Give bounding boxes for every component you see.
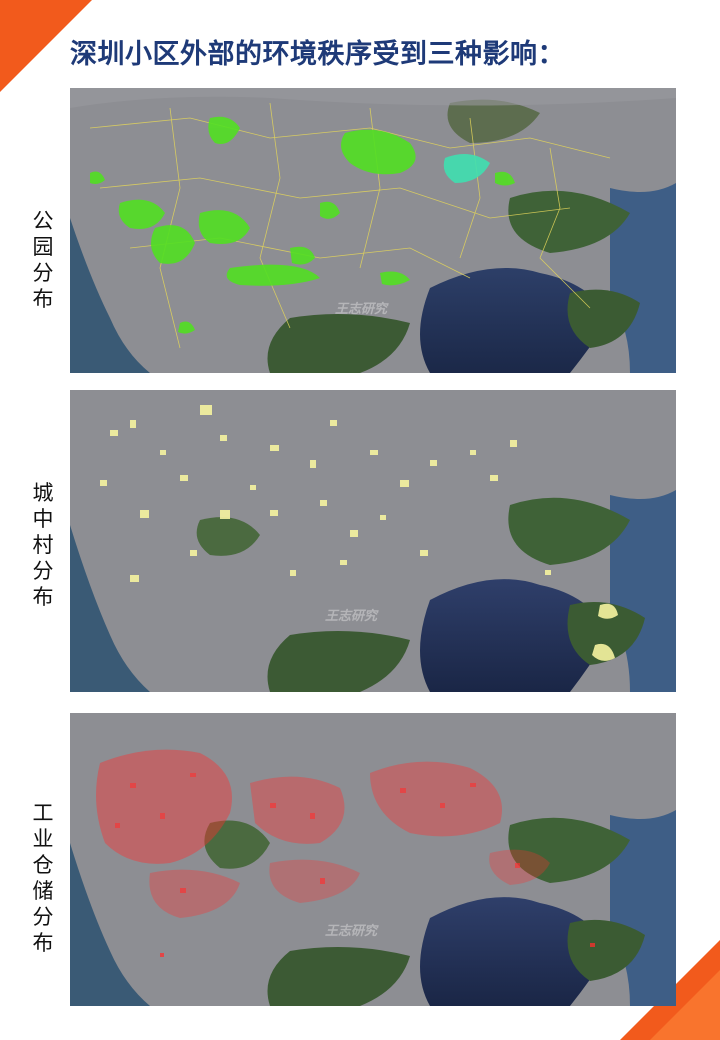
peninsula-mountain	[567, 919, 645, 981]
page-title: 深圳小区外部的环境秩序受到三种影响：	[70, 39, 565, 70]
eastern-mountain	[508, 190, 630, 253]
watermark: 王志研究	[325, 923, 379, 939]
park-overlay	[90, 116, 515, 334]
watermark: 王志研究	[325, 608, 379, 624]
central-green	[196, 517, 260, 556]
peninsula-mountain	[567, 601, 645, 665]
village-overlay	[100, 405, 618, 661]
west-sea	[70, 218, 150, 373]
panel-label-park: 公园分布	[32, 209, 54, 311]
northern-urban	[70, 88, 676, 108]
west-sea	[70, 525, 150, 692]
west-sea	[70, 843, 150, 1006]
eastern-mountain	[508, 817, 630, 883]
southern-mountain	[267, 314, 410, 373]
corner-decoration-top-left	[0, 0, 92, 92]
map-panel-village: 王志研究	[70, 390, 676, 692]
watermark: 王志研究	[335, 301, 389, 317]
eastern-mountain	[508, 497, 630, 565]
satellite-map-industrial: 王志研究	[70, 713, 676, 1006]
northern-hills	[447, 99, 540, 143]
bay-sea	[420, 268, 610, 373]
map-panel-park: 王志研究	[70, 88, 676, 373]
map-panel-industrial: 王志研究	[70, 713, 676, 1006]
central-green	[204, 820, 270, 869]
panel-label-industrial: 工业仓储分布	[32, 801, 54, 955]
southern-mountain	[267, 631, 410, 692]
industrial-overlay	[96, 749, 595, 957]
satellite-map-park: 王志研究	[70, 88, 676, 373]
bay-sea	[420, 897, 610, 1006]
peninsula-mountain	[567, 289, 640, 348]
panel-label-village: 城中村分布	[32, 481, 54, 609]
southern-mountain	[267, 947, 410, 1006]
satellite-map-village: 王志研究	[70, 390, 676, 692]
bay-sea	[420, 579, 610, 692]
